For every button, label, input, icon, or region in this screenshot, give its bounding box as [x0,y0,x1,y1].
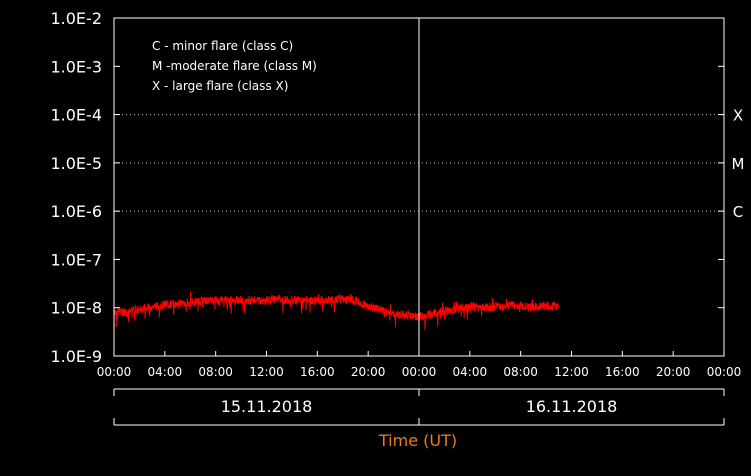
data-point [469,306,471,309]
data-point [545,304,547,307]
data-point [151,305,153,308]
data-point [202,299,204,302]
data-point [291,299,293,301]
y-tick-label: 1.0E-8 [50,299,102,318]
data-point [227,299,230,301]
y-tick-label: 1.0E-9 [50,347,102,366]
y-tick-label: 1.0E-2 [50,9,102,28]
data-point [138,307,141,310]
data-point [303,299,306,302]
data-point [265,299,268,302]
data-point [557,305,560,308]
x-tick-label: 00:00 [402,365,437,379]
data-point [456,307,458,310]
x-axis-label: Time (UT) [378,431,457,450]
x-tick-label: 08:00 [503,365,538,379]
data-point [380,309,382,311]
data-point [430,312,433,315]
data-point [392,312,395,315]
x-axis: 00:00 04:00 08:00 12:00 16:00 20:00 00:00 04:00… [97,18,742,379]
day-axis: 15.11.2018 16.11.2018 [113,388,725,426]
x-tick-label: 16:00 [605,365,640,379]
data-point [507,304,509,307]
x-tick-label: 20:00 [656,365,691,379]
data-point [176,303,179,305]
y-tick-label: 1.0E-7 [50,250,102,269]
legend: C - minor flare (class C) M -moderate fla… [152,39,317,93]
x-tick-label: 20:00 [351,365,386,379]
data-point [329,299,331,301]
data-point [405,314,408,316]
data-point [532,305,535,308]
class-label: C [733,203,743,221]
y-tick-label: 1.0E-5 [50,154,102,173]
data-point [443,310,446,312]
data-point [519,304,522,307]
data-point [240,299,242,302]
data-point [481,305,484,308]
series-line [113,291,560,331]
data-point [214,299,217,301]
day-label: 15.11.2018 [221,397,313,416]
data-point [341,298,344,301]
class-label: X [733,107,743,125]
data-point [354,299,357,302]
class-label: M [732,155,745,173]
x-tick-label: 04:00 [453,365,488,379]
data-point [125,311,128,314]
legend-item: M -moderate flare (class M) [152,59,317,73]
x-tick-label: 00:00 [707,365,742,379]
series-group [113,291,560,331]
x-tick-label: 16:00 [300,365,335,379]
class-labels: X M C [732,107,745,222]
x-tick-label: 04:00 [148,365,183,379]
y-tick-label: 1.0E-3 [50,57,102,76]
y-tick-label: 1.0E-6 [50,202,102,221]
y-axis: 1.0E-9 1.0E-8 1.0E-7 1.0E-6 1.0E-5 1.0E-4 1.0E… [50,9,724,366]
day-label: 16.11.2018 [526,397,618,416]
legend-item: X - large flare (class X) [152,79,288,93]
data-point [494,305,497,308]
x-tick-label: 12:00 [554,365,589,379]
data-point [278,298,281,301]
data-point [367,304,369,307]
data-point [316,299,319,302]
x-tick-label: 12:00 [249,365,284,379]
data-point [189,301,192,304]
data-point [164,303,166,306]
legend-item: C - minor flare (class C) [152,39,293,53]
data-point [252,299,255,301]
x-tick-label: 08:00 [198,365,233,379]
x-tick-label: 00:00 [97,365,132,379]
y-tick-label: 1.0E-4 [50,106,102,125]
